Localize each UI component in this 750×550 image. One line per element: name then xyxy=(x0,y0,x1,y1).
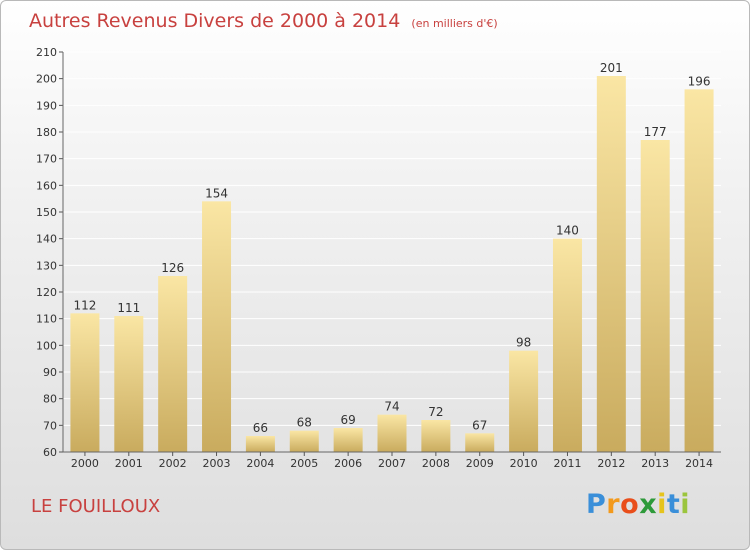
bar xyxy=(245,436,275,452)
bar xyxy=(202,201,232,452)
bar-value-label: 68 xyxy=(297,416,312,430)
bar-value-label: 140 xyxy=(556,224,579,238)
x-tick-label: 2003 xyxy=(203,457,231,470)
logo-letter: r xyxy=(606,489,621,520)
bar-value-label: 126 xyxy=(161,261,184,275)
bar xyxy=(421,420,451,452)
x-tick-label: 2005 xyxy=(290,457,318,470)
bar-value-label: 111 xyxy=(117,301,140,315)
bar-chart: 112 111 126 154 66 68 69 74 72 67 98 140 201 177 196 6… xyxy=(36,46,721,470)
logo-letter: i xyxy=(680,489,691,520)
y-tick-label: 210 xyxy=(36,46,57,59)
proxiti-logo: Proxiti xyxy=(586,489,690,520)
y-tick-label: 170 xyxy=(36,153,57,166)
y-tick-label: 200 xyxy=(36,73,57,86)
x-tick-label: 2014 xyxy=(685,457,713,470)
x-tick-label: 2007 xyxy=(378,457,406,470)
x-tick-label: 2001 xyxy=(115,457,143,470)
bar-value-label: 196 xyxy=(688,74,711,88)
bar xyxy=(552,238,582,452)
x-tick-label: 2010 xyxy=(510,457,538,470)
x-tick-label: 2004 xyxy=(246,457,274,470)
chart-title-main: Autres Revenus Divers de 2000 à 2014 xyxy=(29,10,401,32)
bar xyxy=(158,276,188,452)
y-tick-label: 140 xyxy=(36,233,57,246)
bar xyxy=(114,316,144,452)
y-tick-label: 70 xyxy=(43,419,57,432)
bar-value-label: 98 xyxy=(516,336,531,350)
y-tick-label: 90 xyxy=(43,366,57,379)
x-tick-label: 2006 xyxy=(334,457,362,470)
bar xyxy=(596,76,626,452)
x-tick-label: 2013 xyxy=(641,457,669,470)
y-tick-label: 180 xyxy=(36,126,57,139)
y-tick-label: 130 xyxy=(36,259,57,272)
y-tick-label: 150 xyxy=(36,206,57,219)
bar xyxy=(465,433,495,452)
x-tick-label: 2008 xyxy=(422,457,450,470)
location-name: LE FOUILLOUX xyxy=(31,496,161,517)
x-tick-label: 2000 xyxy=(71,457,99,470)
bar-value-label: 74 xyxy=(384,400,399,414)
bar xyxy=(333,428,363,452)
y-tick-label: 60 xyxy=(43,446,57,459)
logo-letter: P xyxy=(586,489,607,520)
y-tick-label: 190 xyxy=(36,99,57,112)
bar-value-label: 69 xyxy=(340,413,355,427)
bar-value-label: 112 xyxy=(73,298,96,312)
logo-letter: i xyxy=(657,489,667,520)
bar-value-label: 67 xyxy=(472,418,487,432)
bar xyxy=(640,140,670,452)
y-tick-label: 160 xyxy=(36,179,57,192)
x-tick-label: 2002 xyxy=(159,457,187,470)
chart-title: Autres Revenus Divers de 2000 à 2014 (en… xyxy=(29,10,498,32)
y-tick-label: 120 xyxy=(36,286,57,299)
bar-value-label: 154 xyxy=(205,186,228,200)
x-tick-label: 2009 xyxy=(466,457,494,470)
y-tick-label: 110 xyxy=(36,313,57,326)
bar xyxy=(70,313,100,452)
bar-value-label: 72 xyxy=(428,405,443,419)
logo-letter: o xyxy=(620,489,640,520)
bar xyxy=(377,414,407,452)
bar xyxy=(289,430,319,452)
y-tick-label: 100 xyxy=(36,339,57,352)
bar xyxy=(684,89,714,452)
bar-value-label: 177 xyxy=(644,125,667,139)
y-tick-label: 80 xyxy=(43,393,57,406)
bar xyxy=(509,350,539,452)
x-tick-label: 2011 xyxy=(553,457,581,470)
chart-title-unit: (en milliers d'€) xyxy=(411,17,498,30)
bar-value-label: 66 xyxy=(253,421,268,435)
logo-letter: t xyxy=(666,489,681,520)
bar-value-label: 201 xyxy=(600,61,623,75)
logo-letter: x xyxy=(639,489,658,520)
x-tick-label: 2012 xyxy=(597,457,625,470)
